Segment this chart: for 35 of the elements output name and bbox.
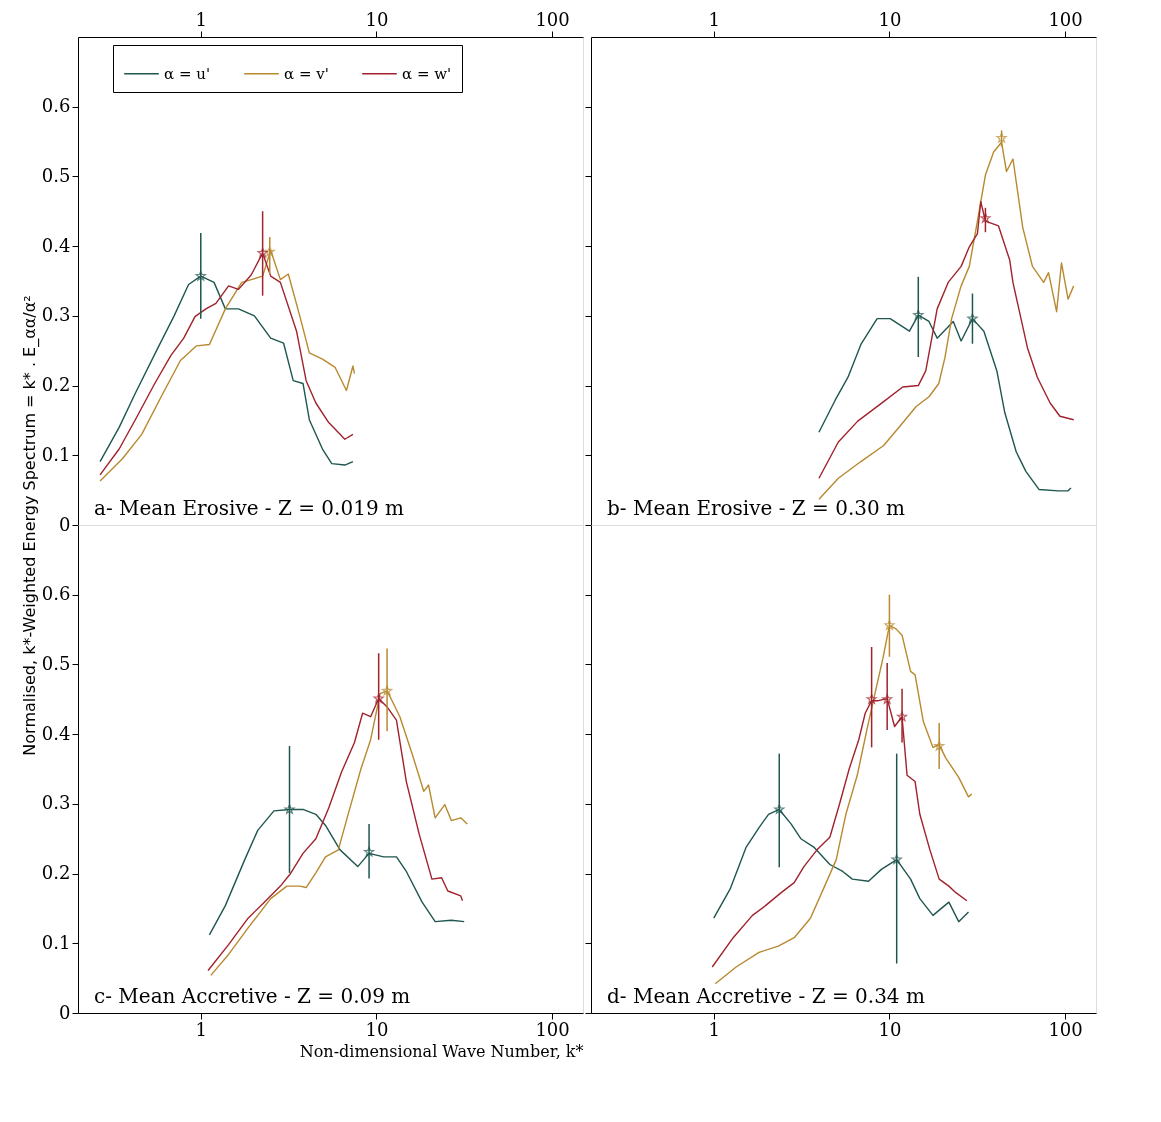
y-tick-label: 0.6 (41, 583, 71, 605)
y-tick-label: 0.3 (41, 792, 71, 814)
legend-label: α = w' (402, 64, 452, 83)
x-tick-label: 100 (1048, 8, 1083, 30)
y-tick-label: 0.3 (41, 304, 71, 326)
y-tick-label: 0.4 (41, 234, 71, 256)
legend-label: α = u' (164, 64, 211, 83)
y-tick-label: 0 (59, 513, 71, 535)
y-axis-title: Normalised, k*-Weighted Energy Spectrum = k* . E_αα/α² (19, 295, 40, 756)
y-tick-label: 0.1 (41, 931, 71, 953)
x-tick-label: 10 (878, 1018, 902, 1040)
x-tick-label: 1 (195, 8, 207, 30)
y-tick-label: 0 (59, 1001, 71, 1023)
x-tick-label: 100 (1048, 1018, 1083, 1040)
x-tick-label: 10 (365, 1018, 389, 1040)
y-tick-label: 0.2 (41, 374, 71, 396)
y-tick-label: 0.5 (41, 164, 71, 186)
annotation: b- Mean Erosive - Z = 0.30 m (607, 496, 906, 520)
y-tick-label: 0.6 (41, 95, 71, 117)
legend-label: α = v' (284, 64, 329, 83)
x-tick-label: 100 (535, 8, 570, 30)
y-tick-label: 0.5 (41, 652, 71, 674)
x-tick-label: 1 (708, 1018, 720, 1040)
x-tick-label: 10 (878, 8, 902, 30)
annotation: d- Mean Accretive - Z = 0.34 m (607, 984, 925, 1008)
y-tick-label: 0.1 (41, 443, 71, 465)
annotation: c- Mean Accretive - Z = 0.09 m (94, 984, 411, 1008)
x-tick-label: 100 (535, 1018, 570, 1040)
x-axis-title: Non-dimensional Wave Number, k* (299, 1041, 584, 1061)
x-tick-label: 1 (195, 1018, 207, 1040)
x-tick-label: 10 (365, 8, 389, 30)
annotation: a- Mean Erosive - Z = 0.019 m (94, 496, 404, 520)
y-tick-label: 0.4 (41, 722, 71, 744)
x-tick-label: 1 (708, 8, 720, 30)
y-tick-label: 0.2 (41, 862, 71, 884)
